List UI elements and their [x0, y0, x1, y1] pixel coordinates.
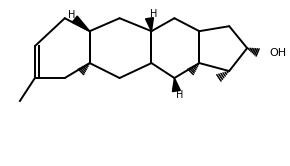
Polygon shape: [72, 16, 90, 31]
Text: OH: OH: [269, 48, 286, 58]
Text: H: H: [176, 90, 183, 100]
Text: H: H: [150, 9, 157, 19]
Polygon shape: [146, 18, 153, 31]
Polygon shape: [173, 78, 180, 92]
Text: H: H: [68, 10, 75, 20]
